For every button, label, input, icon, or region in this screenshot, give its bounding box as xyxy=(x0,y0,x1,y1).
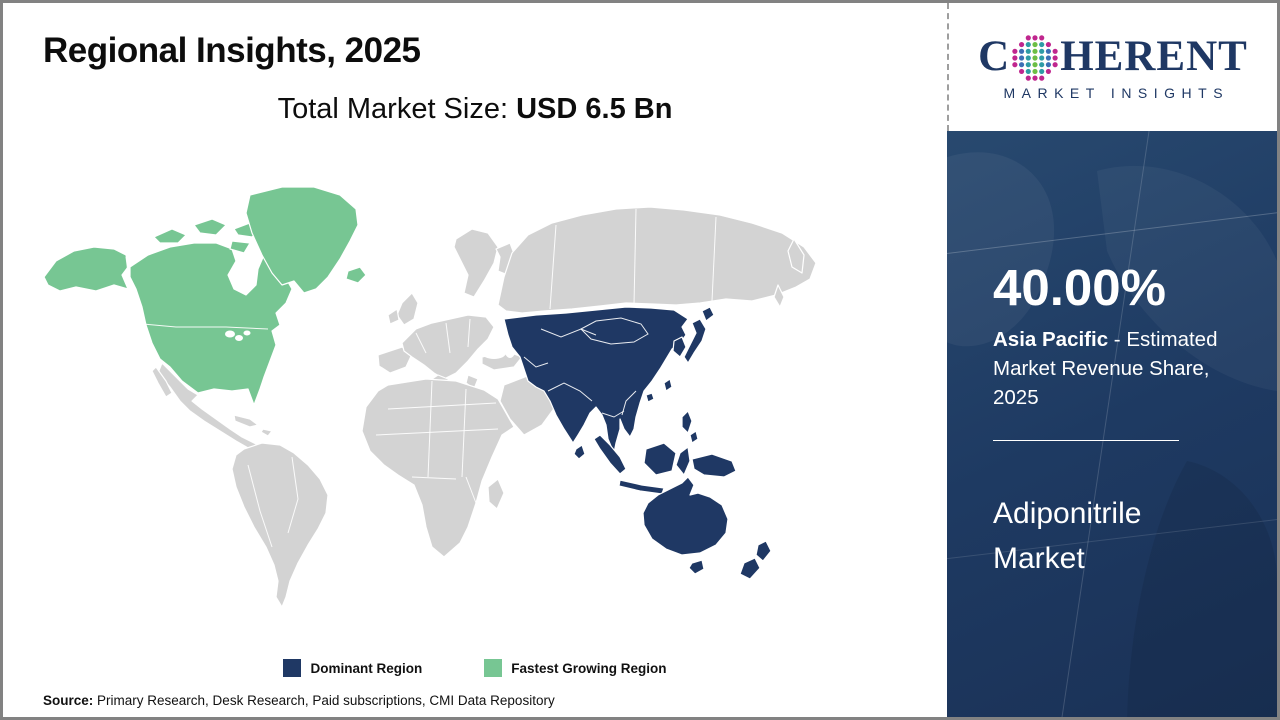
sidebar: C HERENT MARKET INSIGHTS 40.00% Asia xyxy=(947,3,1277,717)
logo-letter-c: C xyxy=(978,32,1011,80)
region-north-america xyxy=(43,185,367,406)
legend-swatch-dominant xyxy=(283,659,302,677)
market-size-value: USD 6.5 Bn xyxy=(516,93,673,125)
region-other xyxy=(151,205,817,608)
logo-wordmark: C HERENT xyxy=(978,32,1248,81)
market-size-subtitle: Total Market Size: USD 6.5 Bn xyxy=(3,93,947,126)
region-asia-pacific xyxy=(503,305,772,580)
share-region: Asia Pacific xyxy=(993,327,1109,351)
share-region-rest: - Estimated Market Revenue Share, 2025 xyxy=(993,327,1218,409)
share-value: 40.00% xyxy=(993,259,1166,316)
main-content: Regional Insights, 2025 Total Market Siz… xyxy=(3,3,947,717)
stats-panel: 40.00% Asia Pacific - Estimated Market R… xyxy=(947,131,1277,717)
legend-swatch-fastest-growing xyxy=(484,659,503,677)
page-title: Regional Insights, 2025 xyxy=(43,31,421,70)
globe-icon xyxy=(1012,35,1058,81)
market-size-label: Total Market Size: xyxy=(277,93,517,125)
world-map-container xyxy=(3,126,947,659)
legend-item-fastest-growing: Fastest Growing Region xyxy=(484,659,667,677)
world-map xyxy=(43,185,817,608)
legend: Dominant Region Fastest Growing Region xyxy=(3,659,947,677)
source-label: Source: xyxy=(43,693,94,708)
source-text: Primary Research, Desk Research, Paid su… xyxy=(97,693,555,708)
logo-letters-herent: HERENT xyxy=(1060,32,1248,80)
market-name: Adiponitrile Market xyxy=(993,496,1142,575)
legend-item-dominant: Dominant Region xyxy=(283,659,422,677)
stats-panel-content: 40.00% Asia Pacific - Estimated Market R… xyxy=(993,261,1241,581)
legend-label-dominant: Dominant Region xyxy=(310,660,423,676)
source-note: Source: Primary Research, Desk Research,… xyxy=(43,693,947,708)
legend-label-fastest-growing: Fastest Growing Region xyxy=(511,660,667,676)
divider-line xyxy=(993,439,1179,441)
share-description: Asia Pacific - Estimated Market Revenue … xyxy=(993,325,1241,412)
logo-tagline: MARKET INSIGHTS xyxy=(1003,85,1230,101)
logo: C HERENT MARKET INSIGHTS xyxy=(947,3,1277,131)
